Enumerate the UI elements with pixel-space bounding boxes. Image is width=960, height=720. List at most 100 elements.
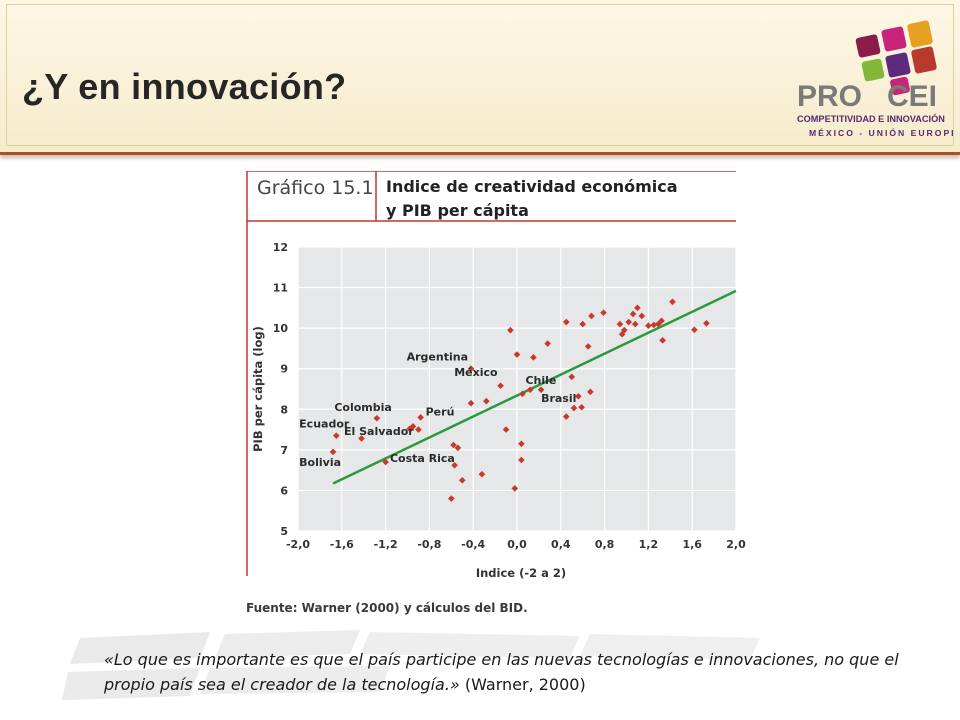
annotation-label: Bolivia (299, 456, 341, 469)
x-tick-label: 0,0 (507, 538, 527, 551)
data-point (587, 388, 594, 396)
data-point (638, 312, 646, 320)
data-point (575, 393, 582, 400)
data-point (703, 319, 710, 327)
data-point (511, 485, 519, 492)
data-point (518, 440, 525, 448)
y-tick-label: 8 (280, 403, 288, 416)
data-point (415, 426, 422, 433)
y-axis-label: PIB per cápita (log) (251, 326, 265, 452)
data-point (544, 340, 551, 347)
annotations: Argentina México Chile Brasil Colombia Perú Ec… (299, 351, 576, 469)
x-axis-label: Indice (-2 a 2) (476, 566, 566, 580)
data-point (382, 458, 389, 466)
data-point (526, 386, 534, 394)
annotation-label: Argentina (407, 351, 468, 364)
header-frame (6, 4, 954, 146)
y-tick-label: 12 (273, 241, 288, 254)
y-tick-label: 9 (280, 363, 288, 376)
annotation-label: Costa Rica (390, 452, 455, 465)
annotation-label: Ecuador (299, 418, 350, 431)
logo-subtitle-2: MÉXICO - UNIÓN EUROPEA (809, 127, 953, 138)
data-point (616, 320, 624, 328)
data-point (537, 386, 545, 394)
procei-logo: PRO CEI COMPETITIVIDAD E INNOVACIÓN MÉXI… (797, 20, 953, 138)
data-point (562, 413, 570, 420)
slide-header: ¿Y en innovación? PRO CEI COMPETITIVIDAD… (0, 0, 960, 155)
x-tick-label: 0,4 (551, 538, 571, 551)
data-point (634, 304, 641, 312)
quote-text: «Lo que es importante es que el país par… (104, 650, 899, 694)
annotation-label: Perú (426, 405, 455, 418)
annotation-label: Chile (525, 374, 556, 387)
data-point (618, 330, 626, 338)
trend-line-path (332, 289, 737, 485)
x-tick-label: -0,4 (461, 538, 485, 551)
data-point (458, 476, 466, 484)
x-tick-label: -1,2 (374, 538, 398, 551)
data-point (454, 444, 462, 452)
data-point (467, 365, 475, 373)
quote-citation: (Warner, 2000) (459, 675, 586, 694)
y-axis: 5 6 7 8 9 10 11 12 (273, 241, 289, 538)
x-tick-label: -2,0 (286, 538, 310, 551)
y-tick-label: 11 (273, 282, 288, 295)
data-point (658, 317, 665, 325)
figure-number: Gráfico 15.1 (257, 177, 374, 199)
logo-mosaic-icon (855, 20, 937, 96)
scatter-chart: 5 6 7 8 9 10 11 12 -2,0 -1,6 -1,2 -0,8 -0,4 0,0 0,4 0,… (246, 171, 746, 580)
data-point (409, 423, 417, 430)
data-point (483, 397, 490, 405)
data-point (645, 322, 652, 330)
x-tick-label: 0,8 (595, 538, 615, 551)
data-point (562, 318, 570, 326)
data-point (478, 470, 486, 478)
data-point (621, 326, 628, 334)
y-tick-label: 10 (273, 322, 289, 335)
y-tick-label: 6 (280, 484, 288, 497)
data-point (451, 461, 458, 469)
x-tick-label: 1,6 (682, 538, 702, 551)
data-point (502, 426, 510, 433)
data-point (650, 321, 658, 329)
data-point (600, 309, 607, 317)
figure-title-frame (246, 171, 736, 576)
data-point (507, 326, 514, 334)
x-tick-label: -1,6 (330, 538, 354, 551)
data-point (669, 298, 676, 306)
data-point (568, 373, 576, 381)
data-points (329, 298, 710, 502)
data-point (629, 310, 637, 318)
slide-title: ¿Y en innovación? (22, 66, 347, 107)
x-tick-label: 2,0 (726, 538, 746, 551)
data-point (497, 382, 504, 390)
figure-title-line-1: Indice de creatividad económica (386, 177, 678, 196)
data-point (448, 495, 455, 502)
data-point (519, 390, 526, 398)
trend-line (332, 289, 737, 485)
data-point (659, 337, 666, 344)
data-point (578, 403, 585, 411)
data-point (417, 414, 424, 421)
y-tick-label: 7 (280, 444, 288, 457)
data-point (584, 343, 592, 350)
grid-lines (297, 246, 737, 532)
logo-subtitle-1: COMPETITIVIDAD E INNOVACIÓN (797, 113, 945, 124)
data-point (530, 354, 537, 361)
logo-text-cei: CEI (887, 80, 937, 113)
y-tick-label: 5 (280, 525, 288, 538)
data-point (373, 414, 381, 422)
figure-source: Fuente: Warner (2000) y cálculos del BID… (246, 601, 528, 615)
figure: 5 6 7 8 9 10 11 12 -2,0 -1,6 -1,2 -0,8 -0,4 0,0 0,4 0,… (246, 171, 746, 621)
figure-title-line-2: y PIB per cápita (386, 201, 529, 220)
data-point (450, 441, 457, 449)
data-point (625, 318, 632, 326)
data-point (467, 399, 475, 407)
data-point (570, 404, 578, 412)
x-tick-label: -0,8 (417, 538, 441, 551)
data-point (518, 456, 525, 464)
annotation-label: Colombia (334, 401, 392, 414)
quote-background-swoosh (62, 630, 760, 700)
annotation-label: El Salvador (344, 425, 414, 438)
x-tick-label: 1,2 (639, 538, 659, 551)
